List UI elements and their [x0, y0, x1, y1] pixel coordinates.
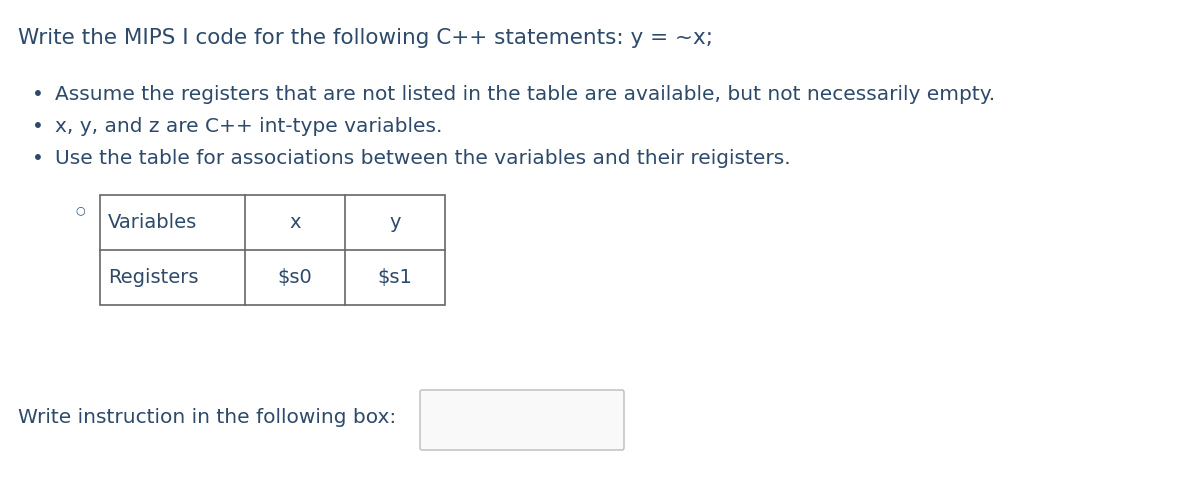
- Bar: [100, 195, 445, 305]
- Text: Variables: Variables: [108, 213, 197, 232]
- FancyBboxPatch shape: [420, 390, 624, 450]
- Text: Write instruction in the following box:: Write instruction in the following box:: [18, 408, 396, 427]
- Text: $s1: $s1: [378, 268, 413, 287]
- Text: Use the table for associations between the variables and their reigisters.: Use the table for associations between t…: [55, 149, 791, 168]
- Text: y: y: [389, 213, 401, 232]
- Text: •: •: [32, 117, 44, 136]
- Text: Registers: Registers: [108, 268, 198, 287]
- Text: Write the MIPS I code for the following C++ statements: y = ~x;: Write the MIPS I code for the following …: [18, 28, 713, 48]
- Text: •: •: [32, 85, 44, 104]
- Text: x: x: [289, 213, 301, 232]
- Text: ○: ○: [76, 205, 85, 215]
- Text: $s0: $s0: [277, 268, 312, 287]
- Text: Assume the registers that are not listed in the table are available, but not nec: Assume the registers that are not listed…: [55, 85, 995, 104]
- Text: •: •: [32, 149, 44, 168]
- Text: x, y, and z are C++ int-type variables.: x, y, and z are C++ int-type variables.: [55, 117, 443, 136]
